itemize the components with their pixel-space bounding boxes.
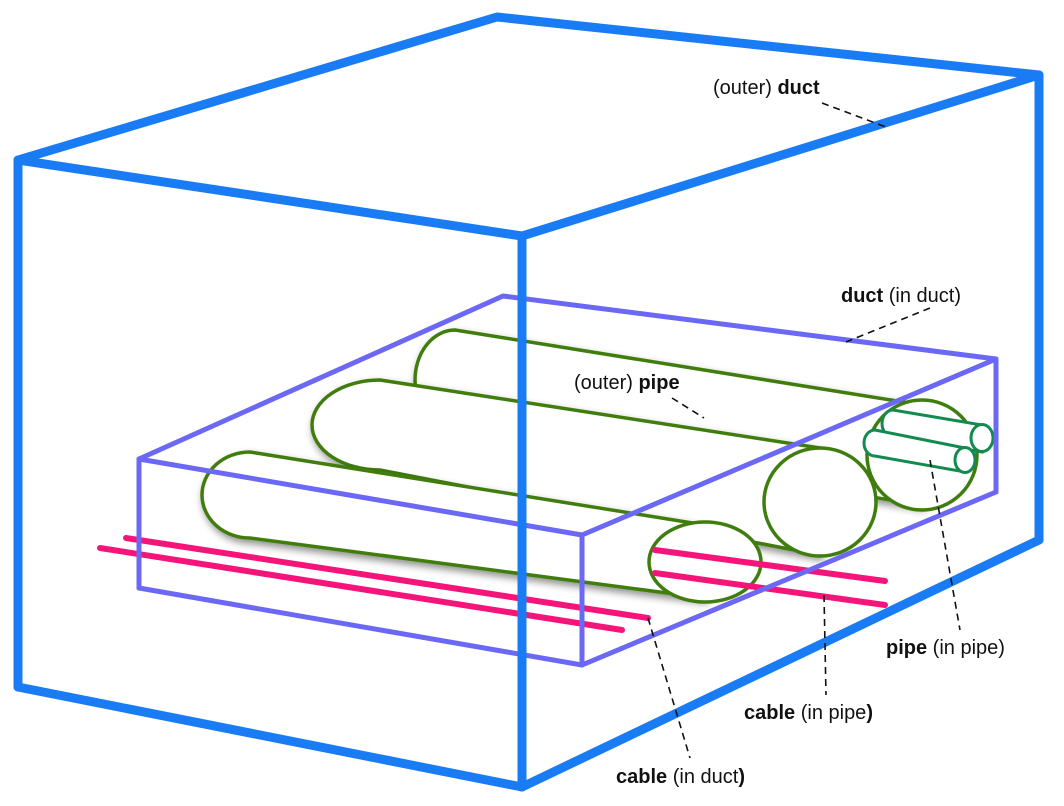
leader-duct-in-duct xyxy=(845,307,931,343)
cables xyxy=(97,535,888,633)
inner-duct-bottom-right-edge xyxy=(579,489,999,668)
outer-pipe-middle-end xyxy=(762,446,878,558)
leader-lines xyxy=(647,102,961,759)
label-cable-in-duct: cable (in duct) xyxy=(616,766,745,788)
inner-duct xyxy=(136,293,999,668)
label-duct-in-duct: duct (in duct) xyxy=(841,285,961,307)
outer-pipe-front xyxy=(200,450,707,600)
inner-pipe-upper-end xyxy=(969,423,995,453)
leader-cable-in-duct xyxy=(647,617,691,759)
outer-duct-front xyxy=(13,155,1044,792)
label-pipe-in-pipe: pipe (in pipe) xyxy=(886,637,1005,659)
outer-duct-bottom-front-edge xyxy=(13,682,527,792)
cable-in-duct-lower xyxy=(97,545,625,633)
cable-in-duct-upper xyxy=(123,535,651,621)
inner-pipe-lower xyxy=(862,428,967,474)
cable-in-pipe-upper xyxy=(652,547,888,584)
outer-duct xyxy=(13,12,1044,545)
label-cable-in-pipe: cable (in pipe) xyxy=(744,702,873,724)
leader-cable-in-pipe xyxy=(823,594,827,696)
labels: (outer) duct duct (in duct) (outer) pipe… xyxy=(574,77,1005,788)
label-outer-duct: (outer) duct xyxy=(713,77,820,99)
inner-duct-bottom-front-edge xyxy=(136,585,585,668)
outer-pipes xyxy=(200,328,979,604)
leader-pipe-in-pipe xyxy=(929,459,961,631)
outer-duct-bottom-right-edge xyxy=(517,535,1044,792)
leader-outer-pipe xyxy=(671,397,705,419)
outer-duct-top-face xyxy=(13,12,1044,241)
inner-pipes xyxy=(862,408,995,474)
inner-pipe-lower-end xyxy=(953,446,977,474)
label-outer-pipe: (outer) pipe xyxy=(574,372,680,394)
